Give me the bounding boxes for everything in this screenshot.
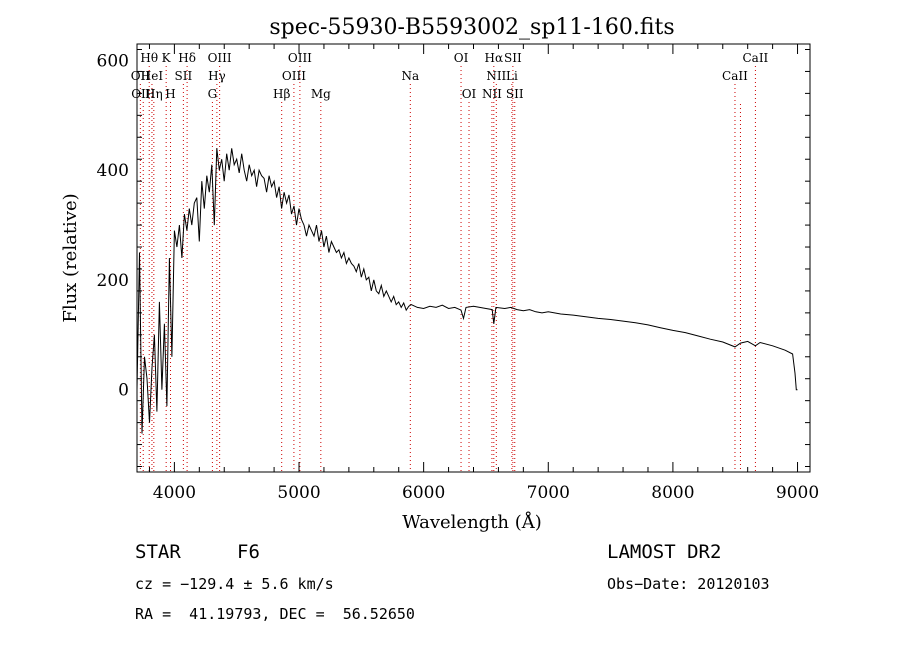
x-tick-label: 4000 (153, 483, 196, 503)
redshift-text: cz = −129.4 ± 5.6 km/s (135, 575, 334, 593)
object-subclass: F6 (237, 541, 260, 563)
emission-line-label: G (208, 87, 218, 101)
spectrum-line (136, 148, 798, 434)
emission-line-label: K (162, 51, 172, 65)
emission-line-label: SII (175, 69, 193, 83)
x-axis: 4000 5000 6000 7000 8000 9000 (148, 44, 819, 503)
emission-line-label: Hθ (140, 51, 158, 65)
emission-line-label: HeI (141, 69, 164, 83)
object-class-value: STAR (135, 541, 181, 563)
plot-frame (136, 43, 811, 473)
y-axis-label: Flux (relative) (60, 193, 81, 322)
x-tick-label: 9000 (776, 483, 819, 503)
emission-line-label: SII (506, 87, 524, 101)
emission-line-label: CaII (722, 69, 748, 83)
emission-line-markers (139, 66, 756, 472)
object-class: STAR (135, 541, 181, 563)
obs-date-text: Obs−Date: 20120103 (607, 575, 770, 593)
chart-title: spec-55930-B5593002_sp11-160.fits (269, 15, 674, 40)
emission-line-label: Mg (311, 87, 331, 101)
emission-line-label: Hδ (178, 51, 196, 65)
emission-line-label: OII (131, 69, 151, 83)
emission-line-label: Hβ (273, 87, 290, 101)
x-tick-label: 7000 (527, 483, 570, 503)
x-tick-label: 6000 (402, 483, 445, 503)
emission-line-label: OIII (282, 69, 306, 83)
y-tick-label: 600 (97, 51, 129, 71)
x-axis-label: Wavelength (Å) (402, 511, 542, 533)
x-tick-label: 8000 (651, 483, 694, 503)
emission-line-label: OI (454, 51, 469, 65)
emission-line-label: CaII (742, 51, 768, 65)
y-tick-label: 400 (97, 161, 129, 181)
obs-date-value: Obs−Date: 20120103 (607, 575, 770, 593)
survey-name-value: LAMOST DR2 (607, 541, 722, 563)
coordinates-value: RA = 41.19793, DEC = 56.52650 (135, 605, 415, 623)
emission-line-label: OIII (208, 51, 232, 65)
emission-line-label: NII (482, 87, 502, 101)
object-subclass-value: F6 (237, 541, 260, 563)
survey-name: LAMOST DR2 (607, 541, 721, 563)
emission-line-label: Hγ (208, 69, 226, 83)
emission-line-label: OIII (288, 51, 312, 65)
redshift-value: cz = −129.4 ± 5.6 km/s (135, 575, 334, 593)
emission-line-label: OI (462, 87, 477, 101)
emission-line-label: Na (401, 69, 419, 83)
y-axis: 0 200 400 600 (97, 48, 810, 468)
emission-line-label: Hη (145, 87, 163, 101)
x-tick-label: 5000 (277, 483, 320, 503)
y-tick-label: 200 (97, 271, 129, 291)
emission-line-label: Hα (485, 51, 504, 65)
y-tick-label: 0 (118, 381, 129, 401)
coordinates-text: RA = 41.19793, DEC = 56.52650 (135, 605, 415, 623)
emission-line-label: SII (504, 51, 522, 65)
emission-line-label: Li (506, 69, 518, 83)
emission-line-label: H (165, 87, 175, 101)
emission-line-label: NII (486, 69, 506, 83)
